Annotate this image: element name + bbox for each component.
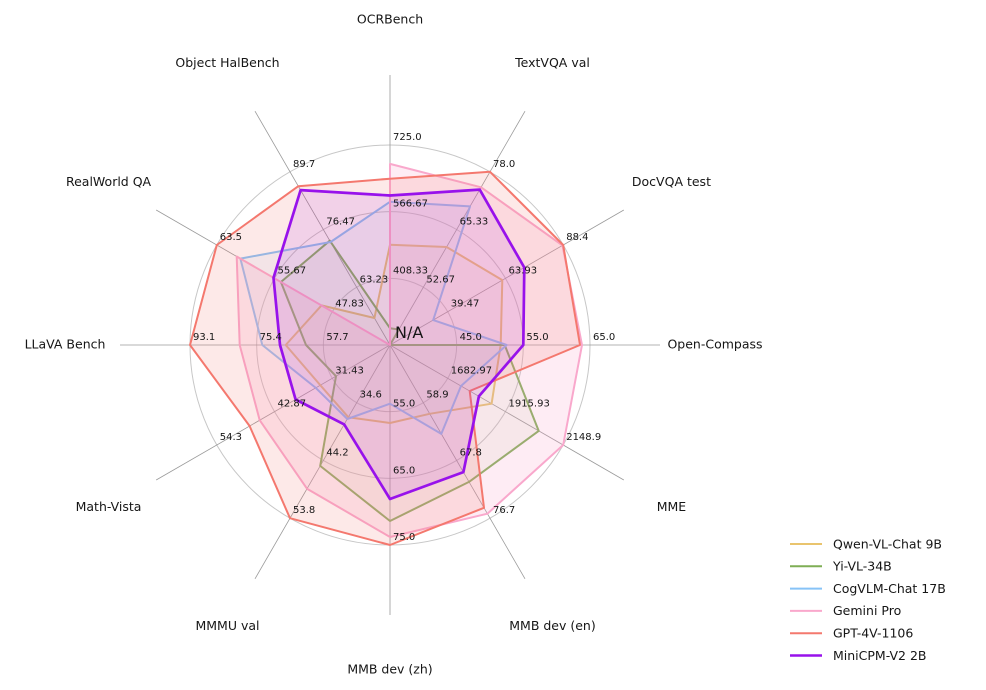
legend-label-qwen-vl-chat-9b: Qwen-VL-Chat 9B	[833, 536, 942, 551]
axis-label-math-vista: Math-Vista	[76, 499, 142, 514]
tick-label-mmb-dev-zh-1: 65.0	[393, 465, 415, 476]
axis-label-realworld-qa: RealWorld QA	[66, 174, 152, 189]
tick-label-ocrbench-1: 566.67	[393, 199, 428, 210]
axis-label-object-halbench: Object HalBench	[175, 55, 279, 70]
tick-label-textvqa-val-1: 65.33	[460, 217, 489, 228]
tick-label-realworld-qa-1: 55.67	[278, 265, 307, 276]
legend-label-yi-vl-34b: Yi-VL-34B	[832, 559, 892, 574]
axis-spoke-docvqa-test	[389, 209, 625, 346]
axis-label-llava-bench: LLaVA Bench	[25, 337, 106, 352]
tick-label-mme-1: 1915.93	[508, 399, 549, 410]
tick-label-ocrbench-0: 408.33	[393, 265, 428, 276]
axis-label-mmmu-val: MMMU val	[195, 618, 259, 633]
legend-label-gpt-4v-1106: GPT-4V-1106	[833, 626, 913, 641]
tick-label-mmb-dev-en-2: 76.7	[493, 505, 515, 516]
tick-label-mmb-dev-en-0: 58.9	[426, 390, 448, 401]
tick-label-mmmu-val-1: 44.2	[326, 447, 348, 458]
tick-label-open-compass-2: 65.0	[593, 332, 615, 343]
axis-spoke-math-vista	[155, 344, 391, 481]
tick-label-object-halbench-1: 76.47	[326, 217, 355, 228]
tick-label-llava-bench-2: 93.1	[193, 332, 215, 343]
tick-label-realworld-qa-2: 63.5	[220, 232, 242, 243]
legend-label-cogvlm-chat-17b: CogVLM-Chat 17B	[833, 581, 946, 596]
axis-spoke-mmmu-val	[254, 344, 391, 580]
axis-label-mmb-dev-en: MMB dev (en)	[509, 618, 595, 633]
tick-label-mmb-dev-zh-2: 75.0	[393, 532, 415, 543]
tick-label-open-compass-1: 55.0	[526, 332, 548, 343]
tick-label-math-vista-1: 42.87	[278, 399, 307, 410]
tick-label-docvqa-test-0: 39.47	[451, 299, 480, 310]
tick-label-realworld-qa-0: 47.83	[335, 299, 364, 310]
tick-label-math-vista-0: 31.43	[335, 365, 364, 376]
tick-label-object-halbench-0: 63.23	[360, 274, 389, 285]
axis-spoke-mme	[389, 344, 625, 481]
tick-label-math-vista-2: 54.3	[220, 432, 242, 443]
tick-label-docvqa-test-2: 88.4	[566, 232, 588, 243]
axis-label-docvqa-test: DocVQA test	[632, 174, 711, 189]
tick-label-textvqa-val-0: 52.67	[426, 274, 455, 285]
tick-label-llava-bench-1: 75.4	[260, 332, 282, 343]
axis-label-mme: MME	[657, 499, 687, 514]
tick-label-ocrbench-2: 725.0	[393, 132, 422, 143]
series-polygon-minicpm-v2-2b	[272, 188, 526, 501]
tick-label-mmmu-val-2: 53.8	[293, 505, 315, 516]
axis-spoke-textvqa-val	[389, 110, 526, 346]
axis-label-mmb-dev-zh: MMB dev (zh)	[347, 662, 432, 677]
tick-label-docvqa-test-1: 63.93	[508, 265, 537, 276]
axis-spoke-mmb-dev-en	[389, 344, 526, 580]
tick-label-mmb-dev-en-1: 67.8	[460, 447, 482, 458]
tick-label-mme-2: 2148.9	[566, 432, 601, 443]
tick-label-object-halbench-2: 89.7	[293, 159, 315, 170]
axis-spoke-object-halbench	[254, 110, 391, 346]
tick-label-textvqa-val-2: 78.0	[493, 159, 515, 170]
axis-label-textvqa-val: TextVQA val	[514, 55, 590, 70]
axis-label-ocrbench: OCRBench	[357, 12, 423, 27]
tick-label-mme-0: 1682.97	[451, 365, 492, 376]
tick-label-mmb-dev-zh-0: 55.0	[393, 399, 415, 410]
axis-label-open-compass: Open-Compass	[667, 337, 762, 352]
tick-label-open-compass-0: 45.0	[460, 332, 482, 343]
series-polygon-gpt-4v-1106	[189, 170, 581, 546]
legend-label-gemini-pro: Gemini Pro	[833, 603, 901, 618]
legend-label-minicpm-v2-2b: MiniCPM-V2 2B	[833, 648, 927, 663]
tick-label-mmmu-val-0: 34.6	[360, 390, 382, 401]
tick-label-llava-bench-0: 57.7	[326, 332, 348, 343]
center-na-label: N/A	[395, 323, 423, 342]
